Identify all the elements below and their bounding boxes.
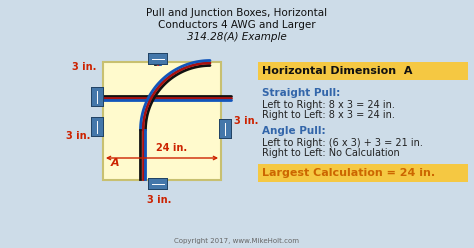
Text: Right to Left: 8 x 3 = 24 in.: Right to Left: 8 x 3 = 24 in. [262,110,395,120]
Text: 3 in.: 3 in. [147,195,171,205]
Text: 3 in.: 3 in. [72,62,96,72]
Text: Left to Right: (6 x 3) + 3 = 21 in.: Left to Right: (6 x 3) + 3 = 21 in. [262,138,423,148]
Text: 314.28(A) Example: 314.28(A) Example [187,32,287,42]
Text: Horizontal Dimension  A: Horizontal Dimension A [262,66,412,76]
Bar [149,54,167,64]
FancyBboxPatch shape [103,62,221,180]
Bar [219,119,232,139]
Text: Pull and Junction Boxes, Horizontal: Pull and Junction Boxes, Horizontal [146,8,328,18]
Bar [92,118,103,136]
Bar [148,53,168,65]
Text: Straight Pull:: Straight Pull: [262,88,340,98]
Text: Conductors 4 AWG and Larger: Conductors 4 AWG and Larger [158,20,316,30]
Text: 3 in.: 3 in. [65,131,90,141]
Bar [148,178,168,190]
Text: Largest Calculation = 24 in.: Largest Calculation = 24 in. [262,168,435,178]
Text: Angle Pull:: Angle Pull: [262,126,326,136]
Bar [91,87,104,107]
Text: A: A [111,158,119,168]
Text: Copyright 2017, www.MikeHolt.com: Copyright 2017, www.MikeHolt.com [174,238,300,244]
Bar [92,88,103,106]
Bar [220,120,231,138]
FancyBboxPatch shape [258,164,468,182]
Text: Right to Left: No Calculation: Right to Left: No Calculation [262,148,400,158]
FancyBboxPatch shape [258,62,468,80]
Text: 24 in.: 24 in. [156,143,188,153]
Text: 3 in.: 3 in. [234,116,258,126]
Bar [91,117,104,137]
Text: Left to Right: 8 x 3 = 24 in.: Left to Right: 8 x 3 = 24 in. [262,100,395,110]
Bar [149,179,167,189]
